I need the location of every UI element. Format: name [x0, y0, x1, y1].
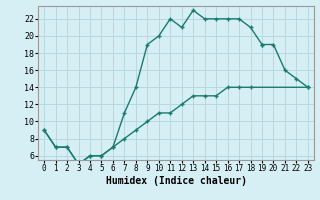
X-axis label: Humidex (Indice chaleur): Humidex (Indice chaleur) [106, 176, 246, 186]
